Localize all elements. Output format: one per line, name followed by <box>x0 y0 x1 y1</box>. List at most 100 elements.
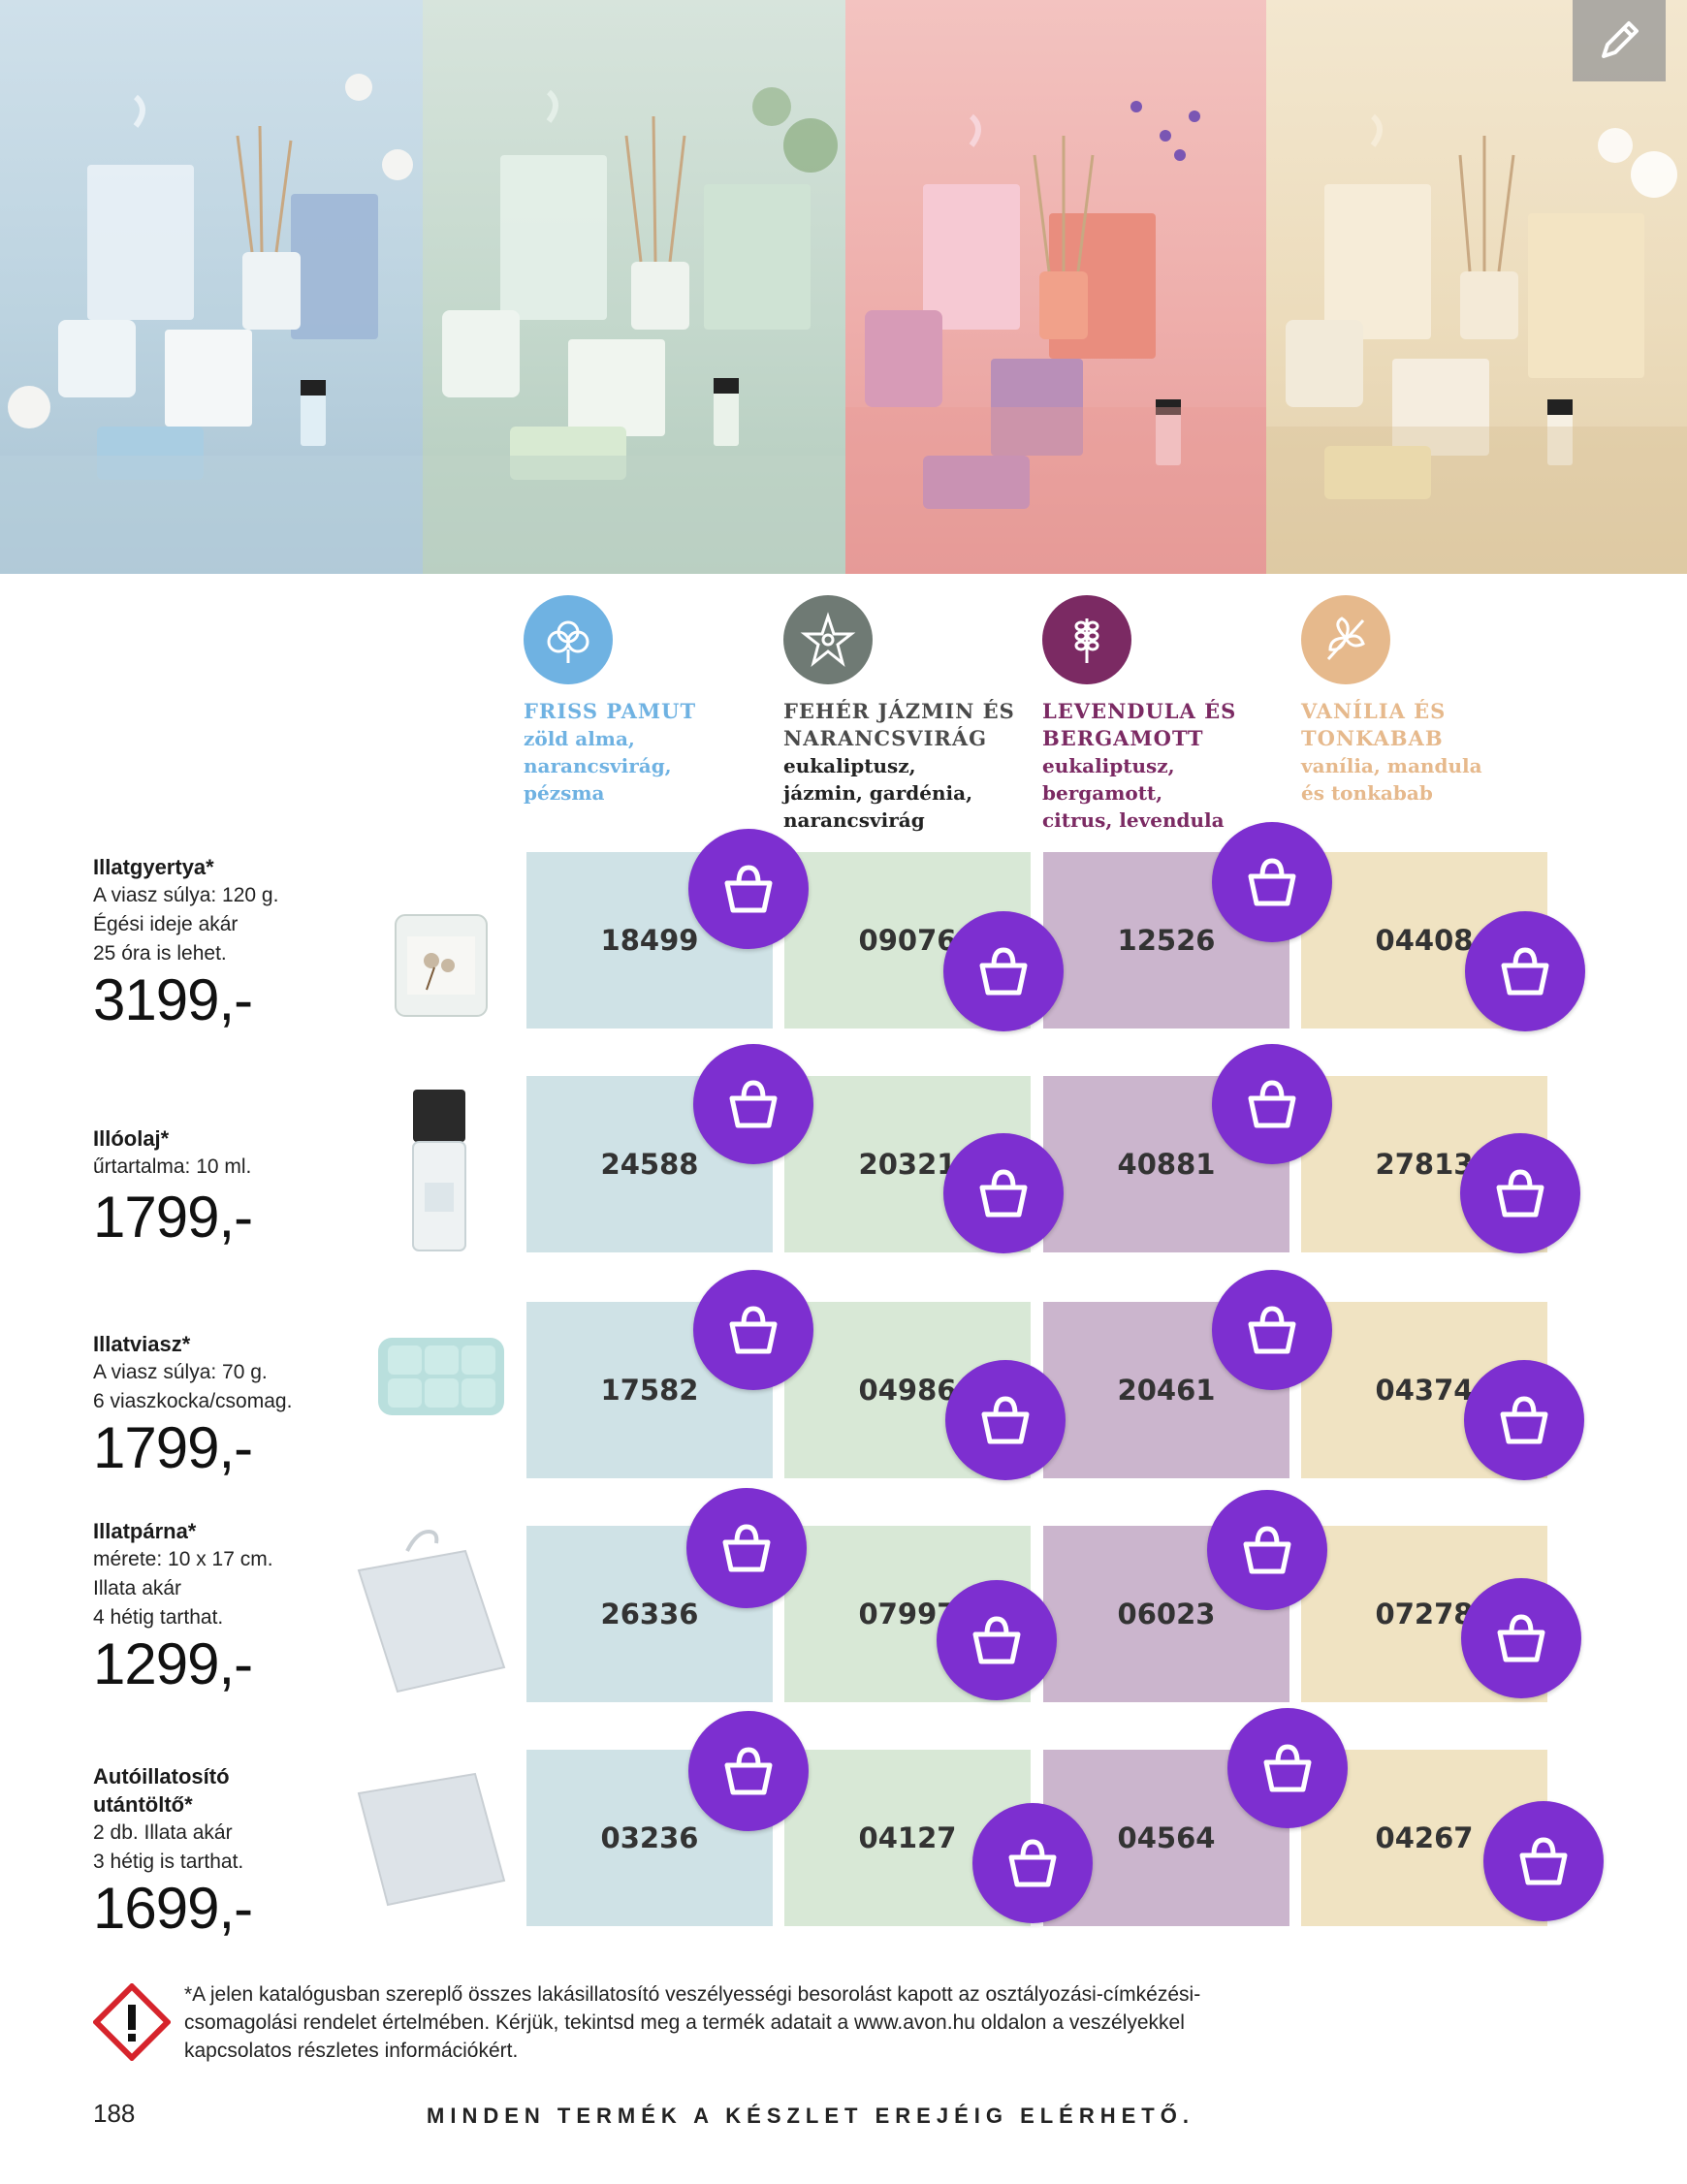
page-number: 188 <box>93 2099 136 2128</box>
oil-bottle-image <box>405 1086 473 1260</box>
product-code: 24588 <box>600 1148 699 1181</box>
pencil-icon <box>1602 21 1639 58</box>
hazard-footnote: *A jelen katalógusban szereplő összes la… <box>184 1983 1201 2062</box>
add-to-basket-button[interactable] <box>945 1360 1066 1480</box>
product-code: 04564 <box>1117 1821 1216 1854</box>
add-to-basket-button[interactable] <box>1207 1490 1327 1610</box>
wax-melt-image <box>368 1318 514 1440</box>
car-refill-image <box>349 1764 514 1924</box>
product-description: 2 db. Illata akár 3 hétig is tarthat. <box>93 1821 244 1873</box>
product-description: A viasz súlya: 120 g. Égési ideje akár 2… <box>93 884 279 965</box>
add-to-basket-button[interactable] <box>693 1270 813 1390</box>
product-code: 40881 <box>1117 1148 1216 1181</box>
scent-header-jasmine: FEHÉR JÁZMIN ÉS NARANCSVIRÁG eukaliptusz… <box>783 595 1016 834</box>
product-code: 09076 <box>858 924 957 957</box>
product-code: 26336 <box>600 1598 699 1630</box>
shopping-basket-icon <box>729 1306 778 1354</box>
add-to-basket-button[interactable] <box>1460 1133 1580 1253</box>
scent-header-vanilla: VANÍLIA ÉS TONKABAB vanília, mandula és … <box>1301 595 1534 807</box>
shopping-basket-icon <box>1008 1839 1057 1887</box>
add-to-basket-button[interactable] <box>688 1711 809 1831</box>
jasmine-flower-icon <box>783 595 873 684</box>
shopping-basket-icon <box>1497 1614 1545 1662</box>
product-car-freshener-refill: Autóillatosító utántöltő* 2 db. Illata a… <box>93 1762 374 1941</box>
product-code: 18499 <box>600 924 699 957</box>
candle-image <box>388 907 494 1029</box>
product-name: Illatviasz* <box>93 1332 191 1356</box>
product-name: Illatpárna* <box>93 1519 197 1543</box>
hero-panel-lavender <box>845 0 1266 574</box>
product-price: 1799,- <box>93 1415 253 1480</box>
shopping-basket-icon <box>1248 1080 1296 1128</box>
scent-header-lavender: LEVENDULA ÉS BERGAMOTT eukaliptusz, berg… <box>1042 595 1275 834</box>
add-to-basket-button[interactable] <box>1465 911 1585 1031</box>
vanilla-flower-icon <box>1301 595 1390 684</box>
product-code: 17582 <box>600 1374 699 1407</box>
scent-header-fresh-cotton: FRISS PAMUT zöld alma, narancsvirág, péz… <box>524 595 756 807</box>
add-to-basket-button[interactable] <box>688 829 809 949</box>
add-to-basket-button[interactable] <box>1212 822 1332 942</box>
add-to-basket-button[interactable] <box>1461 1578 1581 1698</box>
product-code: 04408 <box>1375 924 1474 957</box>
product-code: 20461 <box>1117 1374 1216 1407</box>
shopping-basket-icon <box>724 1747 773 1795</box>
cotton-flower-icon <box>524 595 613 684</box>
shopping-basket-icon <box>979 1169 1028 1218</box>
add-to-basket-button[interactable] <box>937 1580 1057 1700</box>
product-code: 06023 <box>1117 1598 1216 1630</box>
add-to-basket-button[interactable] <box>686 1488 807 1608</box>
shopping-basket-icon <box>981 1396 1030 1444</box>
product-code: 04374 <box>1375 1374 1474 1407</box>
add-to-basket-button[interactable] <box>1227 1708 1348 1828</box>
add-to-basket-button[interactable] <box>943 1133 1064 1253</box>
product-code: 04986 <box>858 1374 957 1407</box>
lavender-sprig-icon <box>1042 595 1131 684</box>
sachet-image <box>349 1512 514 1711</box>
product-price: 1799,- <box>93 1185 253 1250</box>
availability-tagline: MINDEN TERMÉK A KÉSZLET EREJÉIG ELÉRHETŐ… <box>427 2104 1194 2128</box>
product-code: 04267 <box>1375 1821 1474 1854</box>
scent-notes: eukaliptusz, bergamott, citrus, levendul… <box>1042 754 1225 832</box>
shopping-basket-icon <box>1243 1526 1291 1574</box>
hero-image <box>0 0 1687 574</box>
product-description: űrtartalma: 10 ml. <box>93 1155 252 1178</box>
hero-panel-vanilla <box>1266 0 1687 574</box>
product-price: 1299,- <box>93 1631 253 1696</box>
scent-notes: zöld alma, narancsvirág, pézsma <box>524 727 672 805</box>
add-to-basket-button[interactable] <box>1212 1270 1332 1390</box>
product-code: 03236 <box>600 1821 699 1854</box>
shopping-basket-icon <box>1248 858 1296 906</box>
add-to-basket-button[interactable] <box>1464 1360 1584 1480</box>
product-code: 12526 <box>1117 924 1216 957</box>
product-code: 20321 <box>858 1148 957 1181</box>
add-to-basket-button[interactable] <box>943 911 1064 1031</box>
shopping-basket-icon <box>1248 1306 1296 1354</box>
product-code: 04127 <box>858 1821 957 1854</box>
shopping-basket-icon <box>979 947 1028 996</box>
product-name: Illatgyertya* <box>93 855 214 879</box>
product-name: Illóolaj* <box>93 1126 170 1151</box>
shopping-basket-icon <box>1500 1396 1548 1444</box>
product-code: 27813 <box>1375 1148 1474 1181</box>
product-wax-melt: Illatviasz* A viasz súlya: 70 g. 6 viasz… <box>93 1330 374 1480</box>
product-essential-oil: Illóolaj* űrtartalma: 10 ml. 1799,- <box>93 1124 374 1250</box>
shopping-basket-icon <box>729 1080 778 1128</box>
scent-name: FRISS PAMUT <box>524 699 697 723</box>
shopping-basket-icon <box>1496 1169 1544 1218</box>
hero-panel-jasmine <box>423 0 845 574</box>
product-name: Autóillatosító utántöltő* <box>93 1764 230 1817</box>
edit-button[interactable] <box>1573 0 1666 81</box>
add-to-basket-button[interactable] <box>693 1044 813 1164</box>
product-scented-candle: Illatgyertya* A viasz súlya: 120 g. Égés… <box>93 853 374 1032</box>
hero-panel-fresh-cotton <box>0 0 423 574</box>
scent-notes: eukaliptusz, jázmin, gardénia, narancsvi… <box>783 754 973 832</box>
scent-name: LEVENDULA ÉS BERGAMOTT <box>1042 699 1237 750</box>
product-price: 1699,- <box>93 1876 253 1941</box>
add-to-basket-button[interactable] <box>1212 1044 1332 1164</box>
add-to-basket-button[interactable] <box>972 1803 1093 1923</box>
product-description: A viasz súlya: 70 g. 6 viaszkocka/csomag… <box>93 1361 293 1412</box>
product-code-cell: 24588 <box>526 1076 773 1252</box>
add-to-basket-button[interactable] <box>1483 1801 1604 1921</box>
product-price: 3199,- <box>93 967 253 1032</box>
